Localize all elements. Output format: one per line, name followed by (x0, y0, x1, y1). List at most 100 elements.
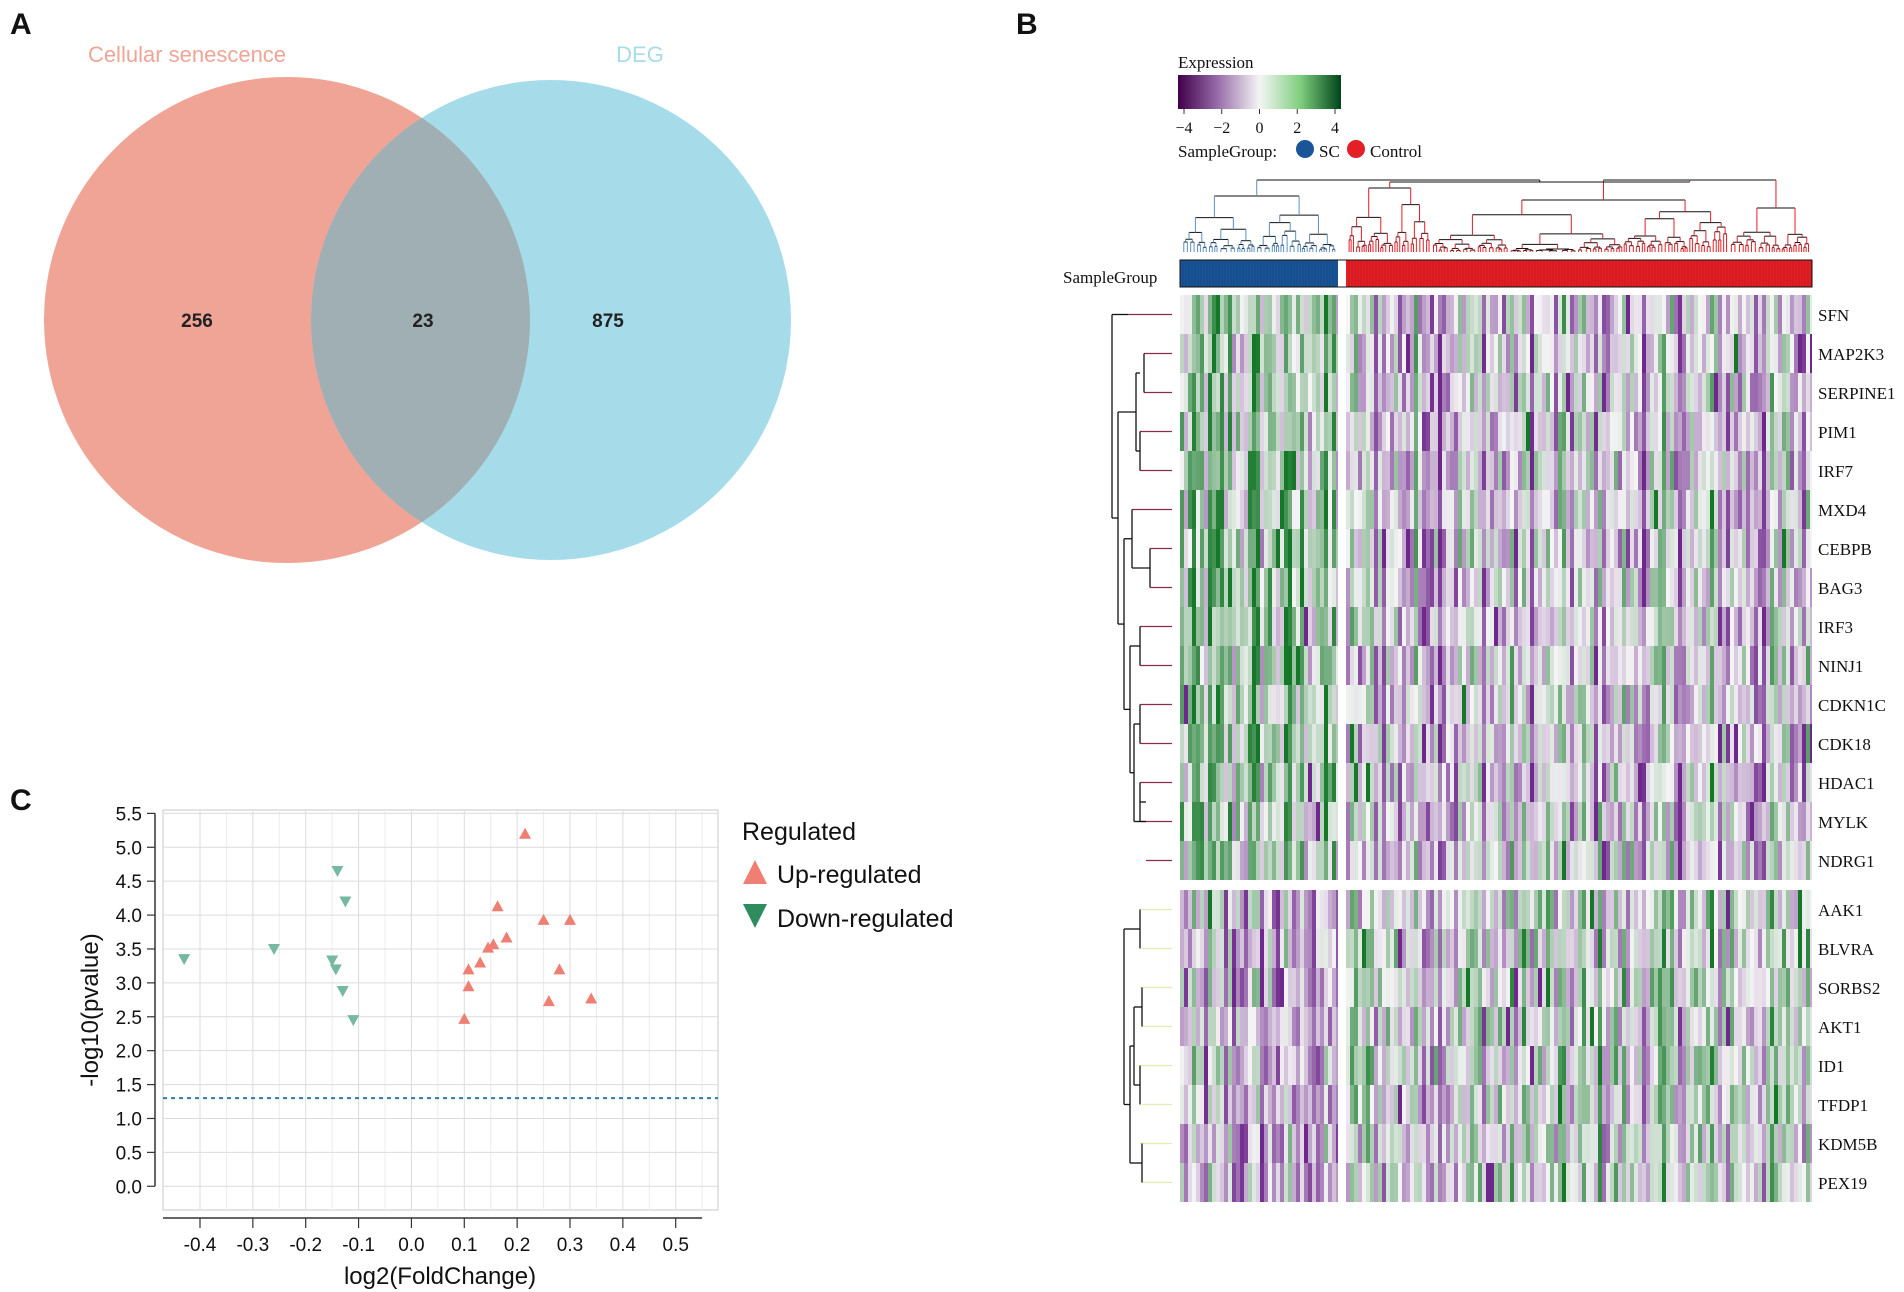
heatmap-cell (1316, 295, 1320, 334)
heatmap-cell (1236, 295, 1240, 334)
heatmap-cell (1486, 334, 1490, 373)
heatmap-cell (1426, 529, 1430, 568)
heatmap-cell (1570, 607, 1574, 646)
heatmap-cell (1518, 529, 1522, 568)
heatmap-cell (1300, 529, 1304, 568)
heatmap-cell (1694, 1007, 1698, 1046)
heatmap-cell (1538, 802, 1542, 841)
heatmap-cell (1438, 607, 1442, 646)
heatmap-cell (1502, 412, 1506, 451)
heatmap-cell (1570, 529, 1574, 568)
heatmap-cell (1350, 1124, 1354, 1163)
heatmap-cell (1328, 929, 1332, 968)
heatmap-cell (1766, 1046, 1770, 1085)
heatmap-cell (1208, 685, 1212, 724)
heatmap-cell (1378, 763, 1382, 802)
heatmap-cell (1284, 1046, 1288, 1085)
heatmap-cell (1450, 1046, 1454, 1085)
heatmap-cell (1192, 802, 1196, 841)
heatmap-cell (1810, 334, 1812, 373)
heatmap-cell (1462, 295, 1466, 334)
gene-label: NDRG1 (1818, 852, 1875, 871)
heatmap-cell (1264, 568, 1268, 607)
heatmap-cell (1320, 1007, 1324, 1046)
heatmap-cell (1220, 1124, 1224, 1163)
heatmap-cell (1228, 607, 1232, 646)
heatmap-cell (1220, 929, 1224, 968)
heatmap-cell (1722, 1163, 1726, 1202)
heatmap-cell (1458, 763, 1462, 802)
heatmap-cell (1276, 568, 1280, 607)
heatmap-cell (1658, 802, 1662, 841)
heatmap-cell (1312, 802, 1316, 841)
heatmap-cell (1606, 529, 1610, 568)
heatmap-cell (1698, 968, 1702, 1007)
heatmap-cell (1366, 802, 1370, 841)
heatmap-cell (1786, 373, 1790, 412)
heatmap-cell (1722, 334, 1726, 373)
heatmap-cell (1798, 646, 1802, 685)
heatmap-cell (1518, 412, 1522, 451)
heatmap-cell (1506, 724, 1510, 763)
heatmap-cell (1466, 646, 1470, 685)
heatmap-cell (1252, 1163, 1256, 1202)
heatmap-cell (1288, 890, 1292, 929)
heatmap-cell (1526, 334, 1530, 373)
heatmap-cell (1582, 295, 1586, 334)
heatmap-cell (1446, 529, 1450, 568)
heatmap-cell (1498, 607, 1502, 646)
heatmap-cell (1414, 763, 1418, 802)
heatmap-cell (1506, 1124, 1510, 1163)
heatmap-cell (1686, 841, 1690, 880)
heatmap-cell (1678, 1046, 1682, 1085)
heatmap-cell (1450, 763, 1454, 802)
heatmap-cell (1402, 607, 1406, 646)
heatmap-cell (1622, 334, 1626, 373)
heatmap-cell (1216, 890, 1220, 929)
heatmap-cell (1546, 490, 1550, 529)
heatmap-cell (1618, 1007, 1622, 1046)
heatmap-cell (1498, 1046, 1502, 1085)
heatmap-cell (1462, 334, 1466, 373)
heatmap-cell (1718, 1085, 1722, 1124)
heatmap-cell (1336, 529, 1338, 568)
heatmap-cell (1474, 490, 1478, 529)
heatmap-cell (1462, 724, 1466, 763)
heatmap-cell (1730, 1085, 1734, 1124)
heatmap-cell (1542, 968, 1546, 1007)
heatmap-cell (1382, 1046, 1386, 1085)
heatmap-cell (1534, 1007, 1538, 1046)
heatmap-cell (1610, 412, 1614, 451)
heatmap-cell (1554, 1163, 1558, 1202)
heatmap-cell (1236, 646, 1240, 685)
heatmap-cell (1782, 929, 1786, 968)
heatmap-cell (1530, 1124, 1534, 1163)
heatmap-cell (1362, 1163, 1366, 1202)
heatmap-cell (1458, 929, 1462, 968)
heatmap-cell (1300, 334, 1304, 373)
heatmap-cell (1272, 685, 1276, 724)
heatmap-cell (1370, 373, 1374, 412)
heatmap-cell (1284, 1085, 1288, 1124)
heatmap-cell (1562, 490, 1566, 529)
heatmap-cell (1346, 724, 1350, 763)
heatmap-cell (1626, 968, 1630, 1007)
heatmap-cell (1212, 646, 1216, 685)
heatmap-cell (1502, 1046, 1506, 1085)
heatmap-cell (1590, 1046, 1594, 1085)
heatmap-cell (1738, 412, 1742, 451)
heatmap-cell (1514, 685, 1518, 724)
heatmap-cell (1742, 685, 1746, 724)
heatmap-cell (1462, 841, 1466, 880)
gene-label: CEBPB (1818, 540, 1872, 559)
heatmap-cell (1674, 451, 1678, 490)
heatmap-cell (1626, 890, 1630, 929)
heatmap-cell (1626, 763, 1630, 802)
heatmap-cell (1702, 373, 1706, 412)
heatmap-cell (1332, 607, 1336, 646)
heatmap-cell (1682, 607, 1686, 646)
heatmap-cell (1590, 968, 1594, 1007)
heatmap-cell (1284, 568, 1288, 607)
heatmap-cell (1662, 968, 1666, 1007)
heatmap-cell (1766, 490, 1770, 529)
